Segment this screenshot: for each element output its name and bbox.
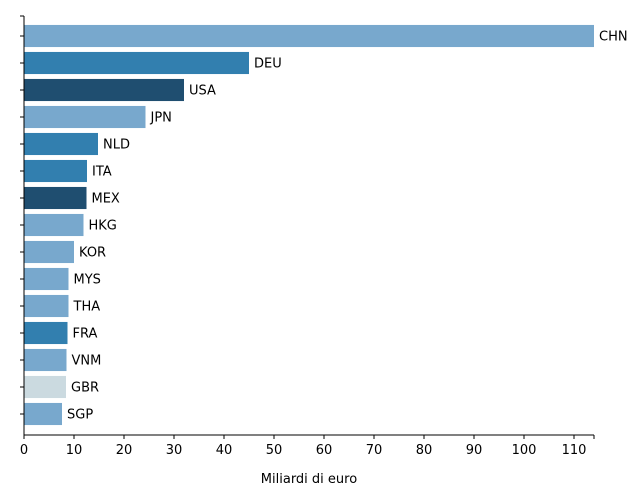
- x-tick-label: 90: [466, 443, 483, 458]
- bars: [24, 24, 594, 426]
- bar-label-usa: USA: [189, 84, 216, 99]
- bar-kor: [24, 240, 74, 264]
- bar-deu: [24, 51, 249, 75]
- bar-labels: CHN DEU USA JPN NLD ITA MEX HKG KOR MYS THA FRA VNM G…: [67, 30, 628, 423]
- x-tick-label: 110: [562, 443, 587, 458]
- bar-gbr: [24, 375, 66, 399]
- bar-label-mys: MYS: [74, 273, 101, 288]
- x-tick-label: 60: [316, 443, 333, 458]
- bar-hkg: [24, 213, 84, 237]
- bar-label-ita: ITA: [92, 165, 112, 180]
- bar-label-hkg: HKG: [89, 219, 117, 234]
- bar-label-mex: MEX: [92, 192, 120, 207]
- x-axis-title: Miliardi di euro: [261, 472, 357, 487]
- x-tick-label: 80: [416, 443, 433, 458]
- bar-sgp: [24, 402, 62, 426]
- x-tick-label: 0: [20, 443, 28, 458]
- x-tick-label: 40: [216, 443, 233, 458]
- x-tick-label: 50: [266, 443, 283, 458]
- bar-label-vnm: VNM: [72, 354, 102, 369]
- x-tick-label: 20: [116, 443, 133, 458]
- bar-fra: [24, 321, 68, 345]
- x-tick-label: 30: [166, 443, 183, 458]
- bar-label-kor: KOR: [79, 246, 106, 261]
- x-axis: 0 10 20 30 40 50 60 70 80 90 100 110: [20, 434, 595, 458]
- x-tick-label: 100: [512, 443, 537, 458]
- bar-label-deu: DEU: [254, 57, 282, 72]
- bar-vnm: [24, 348, 67, 372]
- bar-label-gbr: GBR: [71, 381, 99, 396]
- bar-jpn: [24, 105, 146, 129]
- bar-mys: [24, 267, 69, 291]
- bar-label-tha: THA: [73, 300, 101, 315]
- bar-tha: [24, 294, 69, 318]
- y-axis: [20, 15, 25, 435]
- bar-ita: [24, 159, 87, 183]
- x-tick-label: 10: [66, 443, 83, 458]
- bar-label-chn: CHN: [599, 30, 628, 45]
- bar-label-jpn: JPN: [150, 111, 172, 126]
- bar-label-fra: FRA: [73, 327, 98, 342]
- bar-usa: [24, 78, 184, 102]
- bar-nld: [24, 132, 98, 156]
- bar-label-nld: NLD: [103, 138, 130, 153]
- bar-label-sgp: SGP: [67, 408, 93, 423]
- bar-mex: [24, 186, 87, 210]
- x-tick-label: 70: [366, 443, 383, 458]
- bar-chn: [24, 24, 594, 48]
